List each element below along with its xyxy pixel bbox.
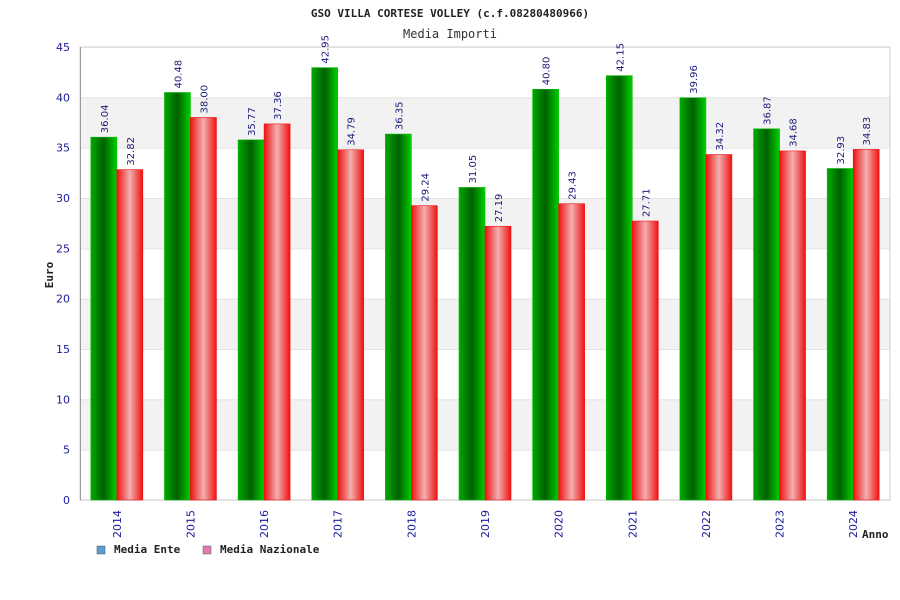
bar-media-ente-2024 [826, 168, 854, 501]
bars [90, 67, 880, 501]
data-label-media-nazionale-2021: 27.71 [641, 188, 652, 217]
data-label-media-ente-2017: 42.95 [321, 35, 332, 64]
data-label-media-ente-2022: 39.96 [689, 65, 700, 94]
x-tick-label: 2024 [847, 510, 860, 538]
bar-media-ente-2023 [753, 128, 780, 501]
y-tick-label: 25 [56, 242, 70, 255]
x-tick-label: 2017 [332, 510, 345, 538]
bar-media-ente-2019 [458, 187, 486, 501]
legend-label-media-ente: Media Ente [114, 543, 181, 556]
x-tick-label: 2016 [258, 510, 271, 538]
bar-media-ente-2022 [679, 97, 707, 501]
bar-media-ente-2016 [237, 139, 265, 501]
bar-media-nazionale-2021 [631, 220, 659, 501]
x-tick-label: 2021 [626, 510, 639, 538]
y-tick-label: 5 [63, 444, 70, 457]
data-label-media-nazionale-2015: 38.00 [199, 85, 210, 114]
data-label-media-ente-2018: 36.35 [394, 101, 405, 130]
x-tick-label: 2018 [405, 510, 418, 538]
bar-media-nazionale-2017 [337, 149, 365, 501]
bar-media-ente-2015 [164, 92, 191, 501]
legend-swatch-media-ente [96, 545, 106, 555]
bar-media-ente-2017 [311, 67, 339, 501]
x-tick-label: 2023 [774, 510, 787, 538]
data-label-media-ente-2019: 31.05 [468, 155, 479, 184]
x-axis-ticks: 2014 2015 2016 2017 2018 2019 2020 2021 2022 2023… [111, 510, 860, 538]
data-label-media-nazionale-2019: 27.19 [494, 194, 505, 223]
data-label-media-ente-2015: 40.48 [173, 60, 184, 89]
y-tick-label: 40 [56, 91, 70, 104]
legend-swatch-media-nazionale [202, 545, 212, 555]
x-axis-label: Anno [862, 528, 889, 541]
x-tick-label: 2020 [553, 510, 566, 538]
data-label-media-nazionale-2020: 29.43 [568, 171, 579, 200]
chart-title: GSO VILLA CORTESE VOLLEY (c.f.0828048096… [311, 7, 589, 20]
data-labels: 36.04 32.82 40.48 38.00 35.77 37.36 42.95 34.79… [100, 35, 873, 222]
y-tick-label: 10 [56, 393, 70, 406]
bar-media-nazionale-2022 [705, 154, 733, 501]
data-label-media-nazionale-2016: 37.36 [273, 91, 284, 120]
bar-media-ente-2014 [90, 136, 118, 501]
bar-media-ente-2021 [605, 75, 633, 501]
y-tick-label: 20 [56, 293, 70, 306]
legend-label-media-nazionale: Media Nazionale [220, 543, 320, 556]
chart-subtitle: Media Importi [403, 27, 497, 41]
bar-media-nazionale-2024 [852, 149, 880, 501]
data-label-media-nazionale-2023: 34.68 [789, 118, 800, 147]
data-label-media-ente-2021: 42.15 [615, 43, 626, 72]
data-label-media-ente-2020: 40.80 [542, 57, 553, 86]
bar-media-nazionale-2018 [411, 205, 438, 501]
bar-media-nazionale-2019 [484, 225, 512, 501]
x-tick-label: 2014 [111, 510, 124, 538]
y-axis-ticks: 0 5 10 15 20 25 30 35 40 45 [56, 41, 70, 507]
bar-media-nazionale-2023 [779, 150, 806, 501]
data-label-media-ente-2024: 32.93 [836, 136, 847, 165]
legend: Media Ente Media Nazionale [96, 543, 320, 556]
bar-media-ente-2020 [532, 88, 559, 501]
data-label-media-ente-2014: 36.04 [100, 105, 111, 134]
bar-media-nazionale-2020 [558, 203, 585, 501]
data-label-media-nazionale-2018: 29.24 [420, 173, 431, 202]
x-tick-label: 2022 [700, 510, 713, 538]
y-tick-label: 30 [56, 192, 70, 205]
bar-media-nazionale-2015 [190, 117, 217, 501]
data-label-media-nazionale-2014: 32.82 [126, 137, 137, 166]
data-label-media-nazionale-2017: 34.79 [347, 117, 358, 146]
data-label-media-nazionale-2022: 34.32 [715, 122, 726, 151]
y-tick-label: 45 [56, 41, 70, 54]
y-tick-label: 15 [56, 343, 70, 356]
y-axis-label: Euro [43, 261, 56, 288]
bar-media-nazionale-2016 [263, 123, 291, 501]
bar-media-ente-2018 [385, 133, 412, 501]
y-tick-label: 0 [63, 494, 70, 507]
bar-media-nazionale-2014 [116, 169, 144, 501]
x-tick-label: 2015 [184, 510, 197, 538]
y-tick-label: 35 [56, 142, 70, 155]
x-tick-label: 2019 [479, 510, 492, 538]
data-label-media-nazionale-2024: 34.83 [862, 117, 873, 146]
data-label-media-ente-2016: 35.77 [247, 107, 258, 136]
data-label-media-ente-2023: 36.87 [763, 96, 774, 125]
